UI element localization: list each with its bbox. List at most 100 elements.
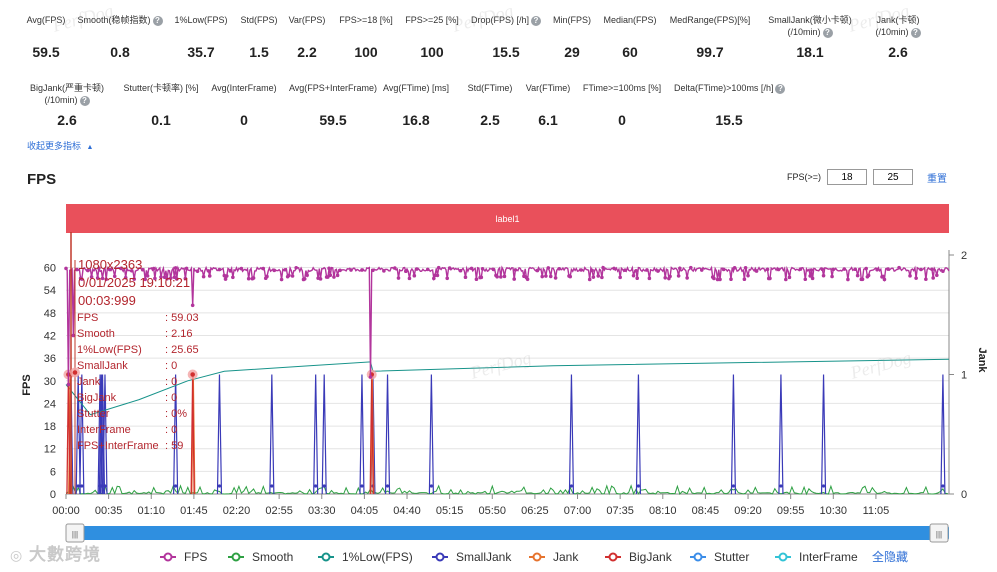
metric-label-text: Min(FPS) [553,15,591,25]
fps-threshold-2-input[interactable] [873,169,914,185]
fps-point-387 [535,268,540,273]
fps-point-654 [860,277,865,282]
metric-label: FPS>=25 [%] [377,14,487,26]
fps-point-214 [324,275,329,279]
fps-point-546 [729,277,733,282]
y2-axis-title: Jank [976,347,988,373]
y-tick-label-3: 18 [44,421,56,433]
metric-label-text: Var(FPS) [288,15,326,25]
fps-point-378 [524,275,529,280]
fps-point-402 [553,276,558,280]
smalljank-dot-2 [80,484,84,488]
fps-point-130 [222,273,227,278]
metric-value: 1.5 [249,44,269,60]
fps-point-297 [425,267,430,272]
metric-value: 100 [420,44,444,60]
jank-peak-halo-1 [187,369,198,380]
fps-point-171 [272,268,277,273]
fps-point-209 [318,277,323,281]
help-icon[interactable]: ? [152,15,163,26]
collapse-metrics-link[interactable]: 收起更多指标 ▲ [27,139,93,152]
metric-value: 18.1 [796,44,824,60]
smalljank-spike-3 [97,374,103,495]
fps-point-150 [246,276,251,281]
fps-filter: FPS(>=) 重置 [787,169,947,185]
legend-label: Smooth [252,550,293,564]
range-slider-grip-left: ||| [72,530,78,539]
legend-item-interframe[interactable]: InterFrame [775,550,858,564]
metric-r1-5: FPS>=18 [%] 100 [311,14,421,60]
metric-label-text: Std(FTime) [467,83,513,93]
tooltip-key-1: Smooth [77,328,115,340]
fps-point-182 [285,274,290,279]
help-icon[interactable]: ? [775,83,786,94]
fps-point-693 [908,274,912,278]
legend-hide-all-button[interactable]: 全隐藏 [872,549,908,564]
smalljank-dot-15 [429,484,433,488]
metric-label-text: Smooth(稳帧指数) [77,15,151,25]
smalljank-spike-18 [730,374,737,495]
metric-value: 59.5 [32,44,60,60]
fps-point-376 [522,274,526,278]
help-icon[interactable]: ? [531,15,541,26]
fps-point-706 [924,277,928,282]
jank-spike-2 [370,374,375,495]
metric-value: 29 [564,44,580,60]
fps-point-215 [326,275,330,279]
fps-point-45 [119,266,123,271]
fps-point-220 [332,275,336,279]
y-tick-label-8: 48 [44,308,56,320]
legend-label: FPS [184,550,207,564]
legend-item-fps[interactable]: FPS [160,550,207,564]
x-tick-label-9: 05:15 [436,505,464,517]
tooltip-value-5: : 0 [165,392,177,404]
y2-tick-label-2: 2 [961,250,967,262]
smalljank-dot-1 [76,484,80,488]
fps-threshold-1-input[interactable] [827,169,868,185]
fps-point-183 [287,273,291,278]
fps-point-585 [776,267,781,272]
metric-label: Median(FPS) [575,14,685,26]
metric-r2-2: Avg(InterFrame) 0 [189,82,299,128]
fps-point-27 [97,266,101,270]
smalljank-dot-21 [941,484,945,488]
fps-point-437 [596,274,601,278]
fps-point-611 [808,274,812,278]
fps-point-433 [591,275,596,279]
fps-point-576 [765,267,770,272]
legend-item-1-low-fps-[interactable]: 1%Low(FPS) [318,550,413,564]
tooltip-value-8: : 59 [165,440,183,452]
fps-point-217 [328,273,333,277]
legend-swatch-marker [693,552,703,562]
legend-item-stutter[interactable]: Stutter [690,550,749,564]
smalljank-dot-5 [100,484,105,488]
fps-point-698 [914,276,918,280]
fps-point-441 [601,265,605,270]
fps-point-531 [710,275,715,279]
metric-value: 60 [622,44,638,60]
legend-item-smalljank[interactable]: SmallJank [432,550,512,564]
jank-peak-dot-1 [190,372,195,377]
metric-label: Avg(FTime) [ms] [361,82,471,94]
legend-item-jank[interactable]: Jank [529,550,579,564]
fps-point-469 [635,276,640,280]
help-icon[interactable]: ? [910,27,921,38]
metric-value: 2.6 [57,112,77,128]
fps-point-658 [865,274,870,279]
smalljank-dot-7 [174,484,178,488]
x-tick-label-15: 08:45 [692,505,720,517]
tooltip-key-7: InterFrame [77,424,131,436]
range-slider-handle-right[interactable]: ||| [929,523,949,543]
help-icon[interactable]: ? [822,27,833,38]
fps-point-630 [831,267,836,272]
reset-button[interactable]: 重置 [927,173,948,185]
fps-point-712 [931,276,935,280]
smalljank-dot-9 [270,484,274,488]
legend-swatch-marker [163,552,173,562]
help-icon[interactable]: ? [79,95,90,106]
fps-point-549 [732,265,737,270]
legend-item-bigjank[interactable]: BigJank [605,550,673,564]
fps-point-540 [721,267,726,272]
metric-value: 0 [240,112,248,128]
legend-item-smooth[interactable]: Smooth [228,550,293,564]
